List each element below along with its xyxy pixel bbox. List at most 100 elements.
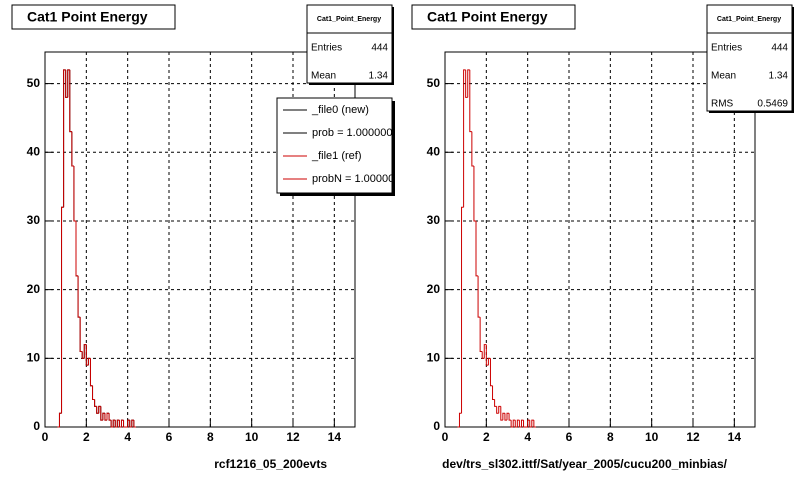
- histogram-bin: [487, 357, 491, 366]
- histogram-bin: [61, 206, 64, 414]
- histogram-bin: [92, 385, 95, 401]
- stats-title: Cat1_Point_Energy: [317, 16, 381, 23]
- histogram-bin: [58, 412, 62, 427]
- histogram-bin: [98, 405, 101, 414]
- x-tick-label: 14: [728, 430, 742, 444]
- stats-value: 1.34: [769, 71, 789, 82]
- chart-title: Cat1 Point Energy: [27, 9, 148, 25]
- histogram-bin: [71, 131, 74, 167]
- histogram-bin: [518, 420, 522, 428]
- stats-value: 1.34: [369, 71, 389, 82]
- x-tick-label: 8: [607, 430, 614, 444]
- histogram-bin: [112, 419, 116, 427]
- histogram-bin: [479, 317, 483, 352]
- histogram-bin: [473, 166, 476, 222]
- x-tick-label: 4: [124, 430, 131, 444]
- x-axis-label: rcf1216_05_200evts: [214, 457, 327, 471]
- histogram-bin: [500, 406, 503, 421]
- y-tick-label: 10: [27, 350, 41, 364]
- histogram-bin: [131, 419, 134, 427]
- histogram-bin: [120, 419, 124, 427]
- histogram-bin: [510, 420, 514, 428]
- stats-label: Entries: [311, 43, 342, 54]
- y-tick-label: 40: [27, 144, 41, 158]
- stats-value: 444: [371, 43, 388, 54]
- histogram-bin: [65, 69, 68, 98]
- y-tick-label: 20: [27, 282, 41, 296]
- x-tick-label: 12: [286, 430, 300, 444]
- stats-label: RMS: [711, 99, 734, 110]
- x-tick-label: 10: [645, 430, 659, 444]
- histogram-bin: [69, 69, 72, 133]
- histogram-bin: [85, 344, 89, 366]
- histogram-bin: [523, 420, 526, 428]
- legend-label: _file0 (new): [311, 104, 369, 116]
- histogram-bin: [531, 419, 534, 427]
- histogram-bin: [516, 419, 520, 427]
- histogram-bin: [461, 206, 464, 414]
- histogram-bin: [533, 420, 536, 428]
- legend-label: prob = 1.000000: [312, 127, 392, 139]
- histogram-bin: [94, 399, 97, 407]
- y-tick-label: 50: [427, 76, 441, 90]
- histogram-bin: [104, 413, 107, 421]
- y-tick-label: 10: [427, 350, 441, 364]
- histogram-bin: [110, 420, 114, 428]
- histogram-bin: [469, 69, 472, 133]
- plot-frame: [444, 51, 756, 428]
- x-tick-label: 0: [442, 430, 449, 444]
- histogram-bin: [133, 420, 136, 428]
- stats-box: [706, 4, 793, 112]
- x-axis-label: dev/trs_sl302.ittf/Sat/year_2005/cucu200…: [442, 457, 727, 471]
- histogram-bin: [485, 344, 489, 366]
- panel: Cat1 Point Energy 0 2 4 6 8 10 12 14 0 10 20 30 40 50 d…: [411, 4, 794, 471]
- chart-title: Cat1 Point Energy: [427, 9, 548, 25]
- histogram-bin: [492, 385, 495, 401]
- legend-box: [276, 97, 393, 194]
- histogram-bin: [77, 275, 81, 318]
- histogram-bin: [527, 419, 530, 427]
- histogram-bin: [489, 358, 493, 387]
- stats-label: Mean: [311, 71, 336, 82]
- histogram-bin: [75, 220, 79, 277]
- histogram-bin: [477, 275, 481, 318]
- histogram-bin: [514, 420, 518, 428]
- histogram-bin: [102, 412, 105, 421]
- histogram-bin: [463, 69, 466, 208]
- histogram-bin: [502, 412, 505, 421]
- histogram-bin: [100, 406, 103, 421]
- histogram-bin: [118, 420, 122, 428]
- histogram-bin: [79, 317, 83, 352]
- histogram-bin: [506, 412, 510, 421]
- x-tick-label: 2: [83, 430, 90, 444]
- histogram-bin: [87, 357, 91, 366]
- histogram-bin: [475, 220, 479, 277]
- x-tick-label: 14: [328, 430, 342, 444]
- panel: Cat1 Point Energy 0 2 4 6 8 10 12 14 0 10 20 30 40 50 r…: [11, 4, 395, 471]
- legend-label: probN = 1.00000: [312, 173, 394, 185]
- histogram-bin: [89, 358, 93, 387]
- histogram-bin: [471, 131, 474, 167]
- x-tick-label: 0: [42, 430, 49, 444]
- y-tick-label: 20: [427, 282, 441, 296]
- histogram-bin: [465, 69, 468, 98]
- histogram-bin: [467, 69, 470, 98]
- histogram-bin: [483, 344, 487, 359]
- title-box: [11, 4, 176, 30]
- stats-title: Cat1_Point_Energy: [717, 16, 781, 23]
- x-tick-label: 6: [166, 430, 173, 444]
- y-tick-label: 0: [433, 419, 440, 433]
- x-tick-label: 6: [566, 430, 573, 444]
- y-tick-label: 40: [427, 144, 441, 158]
- histogram-bin: [114, 420, 118, 428]
- x-tick-label: 12: [686, 430, 700, 444]
- histogram-bin: [504, 413, 507, 421]
- histogram-bin: [494, 399, 497, 407]
- legend: _file0 (new) prob = 1.000000 _file1 (ref) p…: [283, 104, 394, 185]
- x-tick-label: 4: [524, 430, 531, 444]
- histogram-bin: [73, 166, 76, 222]
- y-tick-label: 0: [33, 419, 40, 433]
- histogram-bin: [498, 405, 501, 414]
